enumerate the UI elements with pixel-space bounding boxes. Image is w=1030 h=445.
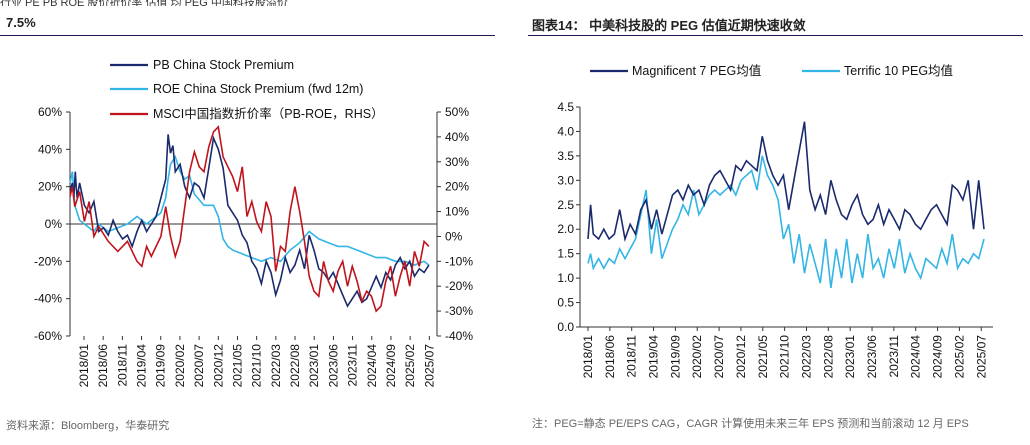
x-tick-label: 2021/10	[250, 344, 264, 388]
y-tick-label: 20%	[38, 180, 62, 194]
y-tick-label: 2.5	[557, 198, 574, 212]
y2-tick-label: 50%	[445, 105, 469, 119]
y2-tick-label: 20%	[445, 180, 469, 194]
right-chart-title: 图表14： 中美科技股的 PEG 估值近期快速收敛	[532, 18, 806, 33]
legend-label: Terrific 10 PEG均值	[844, 63, 953, 78]
x-tick-label: 2024/04	[909, 335, 923, 379]
x-tick-label: 2020/02	[173, 344, 187, 388]
legend-label: PB China Stock Premium	[153, 58, 294, 72]
y-tick-label: 0%	[45, 217, 63, 231]
y-tick-label: -40%	[34, 292, 62, 306]
y-tick-label: -20%	[34, 254, 62, 268]
x-tick-label: 2018/01	[581, 335, 595, 379]
x-tick-label: 2025/02	[952, 335, 966, 379]
terrific-10-line	[587, 155, 985, 289]
title-rule	[0, 35, 495, 36]
x-tick-label: 2021/05	[756, 335, 770, 379]
x-tick-label: 2022/08	[288, 344, 302, 388]
x-tick-label: 2025/02	[403, 344, 417, 388]
y2-tick-label: -40%	[445, 329, 473, 343]
x-tick-label: 2021/05	[230, 344, 244, 388]
x-tick-label: 2023/06	[865, 335, 879, 379]
y-tick-label: 0.5	[557, 296, 574, 310]
source-note: 资料来源：Bloomberg，华泰研究	[6, 420, 170, 432]
x-tick-label: 2025/07	[422, 344, 436, 388]
x-tick-label: 2024/04	[365, 344, 379, 388]
y-tick-label: 1.0	[557, 271, 574, 285]
y2-tick-label: 0%	[445, 229, 463, 243]
x-tick-label: 2025/07	[974, 335, 988, 379]
footnote: 注：PEG=静态 PE/EPS CAG，CAGR 计算使用未来三年 EPS 预测…	[532, 418, 969, 430]
y-tick-label: -60%	[34, 329, 62, 343]
legend-label: Magnificent 7 PEG均值	[632, 63, 761, 78]
y-tick-label: 1.5	[557, 247, 574, 261]
y2-tick-label: 30%	[445, 155, 469, 169]
x-tick-label: 2019/04	[135, 344, 149, 388]
y2-tick-label: -30%	[445, 304, 473, 318]
y-tick-label: 40%	[38, 142, 62, 156]
magnificent-7-line	[587, 121, 985, 243]
x-tick-label: 2020/02	[690, 335, 704, 379]
pb-premium-line	[69, 134, 430, 308]
x-tick-label: 2018/11	[625, 335, 639, 378]
left-chart-title: 7.5%	[6, 15, 36, 30]
y2-tick-label: 10%	[445, 205, 469, 219]
x-tick-label: 2023/11	[346, 344, 360, 387]
y2-tick-label: 40%	[445, 130, 469, 144]
x-tick-label: 2022/08	[821, 335, 835, 379]
x-tick-label: 2018/06	[96, 344, 110, 388]
x-tick-label: 2023/01	[843, 335, 857, 379]
x-tick-label: 2022/03	[799, 335, 813, 379]
y-tick-label: 3.0	[557, 173, 574, 187]
x-tick-label: 2020/12	[211, 344, 225, 388]
cut-off-text: 行业 PE PB ROE 股价折价率 估值 均 PEG 中国科技股溢价	[0, 0, 288, 6]
y-tick-label: 60%	[38, 105, 62, 119]
x-tick-label: 2023/01	[307, 344, 321, 388]
x-tick-label: 2019/09	[668, 335, 682, 379]
left-panel: 行业 PE PB ROE 股价折价率 估值 均 PEG 中国科技股溢价 7.5%…	[0, 0, 500, 445]
y-tick-label: 2.0	[557, 222, 574, 236]
x-tick-label: 2024/09	[931, 335, 945, 379]
msci-discount-line	[69, 125, 430, 313]
right-panel: 图表14： 中美科技股的 PEG 估值近期快速收敛 4.5 4.0 3.5 3.0 2.…	[528, 0, 1028, 445]
x-tick-label: 2022/03	[269, 344, 283, 388]
x-tick-label: 2024/09	[384, 344, 398, 388]
x-tick-label: 2020/07	[192, 344, 206, 388]
x-tick-label: 2019/04	[647, 335, 661, 379]
y-tick-label: 4.5	[557, 100, 574, 114]
legend-label: ROE China Stock Premium (fwd 12m)	[153, 82, 363, 96]
x-tick-label: 2018/06	[603, 335, 617, 379]
x-tick-label: 2020/07	[712, 335, 726, 379]
legend-label: MSCI中国指数折价率（PB-ROE，RHS）	[153, 106, 384, 121]
x-tick-label: 2018/11	[115, 344, 129, 387]
x-tick-label: 2023/11	[887, 335, 901, 378]
x-tick-label: 2021/10	[778, 335, 792, 379]
y-tick-label: 4.0	[557, 124, 574, 138]
y2-tick-label: -20%	[445, 279, 473, 293]
x-tick-label: 2020/12	[734, 335, 748, 379]
y2-tick-label: -10%	[445, 254, 473, 268]
left-chart: 60% 40% 20% 0% -20% -40% -60% 50% 40% 30% 20% 10% 0%…	[34, 58, 473, 388]
x-tick-label: 2018/01	[77, 344, 91, 388]
right-chart: 4.5 4.0 3.5 3.0 2.5 2.0 1.5 1.0 0.5 0.0 2018/01 201…	[557, 63, 993, 379]
x-tick-label: 2023/06	[326, 344, 340, 388]
y-tick-label: 0.0	[557, 320, 574, 334]
y-tick-label: 3.5	[557, 149, 574, 163]
x-tick-label: 2019/09	[154, 344, 168, 388]
title-rule	[528, 35, 1023, 36]
